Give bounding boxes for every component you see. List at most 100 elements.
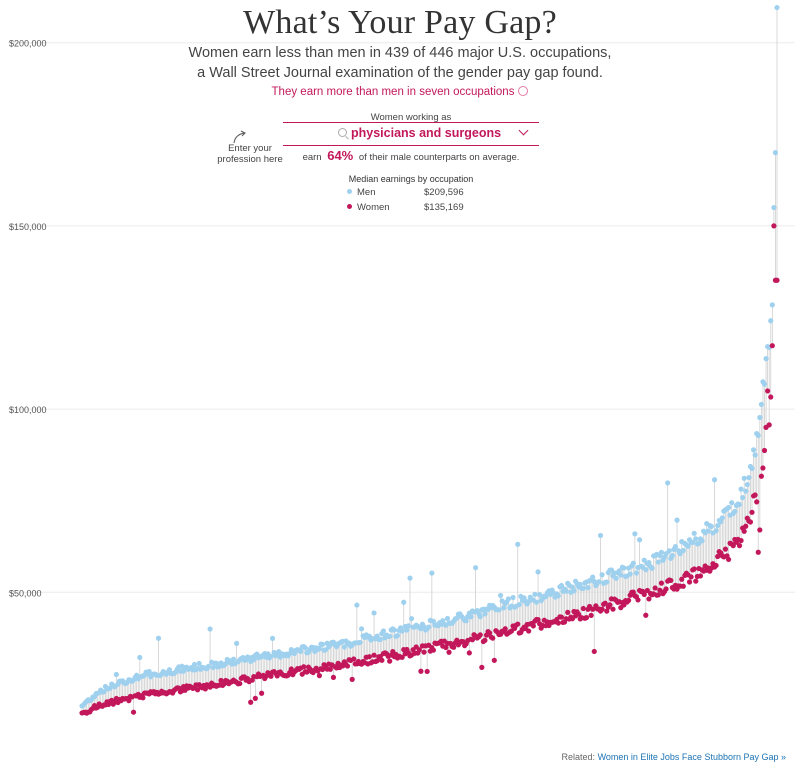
women-point xyxy=(755,549,761,555)
men-point xyxy=(613,575,619,581)
occupation-select[interactable]: physicians and surgeons xyxy=(283,122,539,146)
men-point xyxy=(741,475,747,481)
men-point xyxy=(505,596,511,602)
women-point xyxy=(766,422,772,428)
men-point xyxy=(749,465,755,472)
women-point xyxy=(526,628,532,634)
men-point xyxy=(746,474,752,481)
men-point xyxy=(768,318,774,324)
men-point xyxy=(693,536,699,542)
women-point xyxy=(697,573,704,579)
men-point xyxy=(537,592,543,598)
men-point xyxy=(558,582,565,589)
men-point xyxy=(341,644,347,650)
women-point xyxy=(424,668,430,675)
men-point xyxy=(387,633,393,640)
men-point xyxy=(430,618,437,624)
women-point xyxy=(730,543,736,549)
men-point xyxy=(429,570,435,576)
men-point xyxy=(680,547,686,554)
women-dots xyxy=(79,223,780,716)
women-point xyxy=(218,677,224,684)
women-point xyxy=(688,574,694,580)
men-point xyxy=(477,614,483,620)
men-point xyxy=(191,661,198,668)
summary-suffix: of their male counterparts on average. xyxy=(358,152,520,163)
women-point xyxy=(502,626,508,632)
profession-hint: Enter your profession here xyxy=(217,143,283,165)
legend-men: Men xyxy=(347,187,375,198)
chevron-down-icon[interactable] xyxy=(518,125,529,136)
women-point xyxy=(555,620,561,626)
men-point xyxy=(207,626,213,632)
men-point xyxy=(269,635,276,641)
men-point xyxy=(426,624,432,630)
men-point xyxy=(630,560,636,566)
men-point xyxy=(543,594,549,600)
exception-link[interactable]: They earn more than men in seven occupat… xyxy=(0,85,800,98)
women-point xyxy=(769,343,775,349)
subtitle-line-1: Women earn less than men in 439 of 446 m… xyxy=(188,45,612,61)
men-point xyxy=(718,519,724,525)
men-point xyxy=(771,204,777,211)
men-point xyxy=(555,593,561,599)
women-point xyxy=(327,666,333,672)
women-point xyxy=(330,674,337,680)
men-point xyxy=(725,504,732,511)
women-point xyxy=(743,523,749,529)
men-point xyxy=(580,585,586,591)
men-point xyxy=(532,591,538,597)
occupation-select-value[interactable]: physicians and surgeons xyxy=(351,126,502,140)
men-point xyxy=(155,635,162,641)
women-point xyxy=(713,562,719,569)
men-point xyxy=(618,572,624,578)
related-link[interactable]: Women in Elite Jobs Face Stubborn Pay Ga… xyxy=(597,752,786,762)
women-point xyxy=(487,630,493,636)
men-point xyxy=(772,150,779,156)
men-point xyxy=(357,639,363,646)
men-point xyxy=(391,627,397,633)
men-point xyxy=(599,572,605,578)
men-point xyxy=(774,4,780,11)
women-point xyxy=(515,621,521,627)
summary-line: earn 64% of their male counterparts on a… xyxy=(0,148,800,163)
women-point xyxy=(418,668,424,674)
men-point xyxy=(597,532,604,539)
women-point xyxy=(752,492,758,498)
exception-link-text[interactable]: They earn more than men in seven occupat… xyxy=(271,86,515,98)
men-point xyxy=(705,528,711,534)
men-point xyxy=(763,356,769,362)
men-point xyxy=(708,523,715,529)
men-point xyxy=(744,481,750,488)
women-point xyxy=(268,673,274,679)
women-point xyxy=(591,648,597,655)
men-point xyxy=(658,549,665,555)
men-point xyxy=(699,538,705,544)
subtitle-line-2: a Wall Street Journal examination of the… xyxy=(197,65,603,81)
men-point xyxy=(358,626,365,632)
women-point xyxy=(558,614,565,620)
more-info-icon[interactable] xyxy=(518,85,529,96)
men-point xyxy=(646,560,652,566)
men-point xyxy=(196,660,202,667)
men-point xyxy=(719,515,725,521)
related-link-row: Related: Women in Elite Jobs Face Stubbo… xyxy=(562,752,786,762)
women-point xyxy=(479,664,485,670)
men-point xyxy=(711,477,718,483)
men-point xyxy=(758,401,764,408)
men-point xyxy=(444,615,451,622)
women-point xyxy=(761,447,768,454)
men-point xyxy=(137,654,143,661)
curved-arrow-icon xyxy=(233,130,246,144)
women-point xyxy=(469,637,476,643)
men-point xyxy=(672,543,679,550)
men-point xyxy=(627,571,633,577)
women-point xyxy=(421,649,427,655)
men-point xyxy=(585,585,591,591)
y-tick-label: $50,000 xyxy=(9,588,42,598)
men-point xyxy=(633,570,640,576)
women-point xyxy=(680,583,686,589)
men-point xyxy=(643,567,649,573)
men-point xyxy=(399,628,405,634)
